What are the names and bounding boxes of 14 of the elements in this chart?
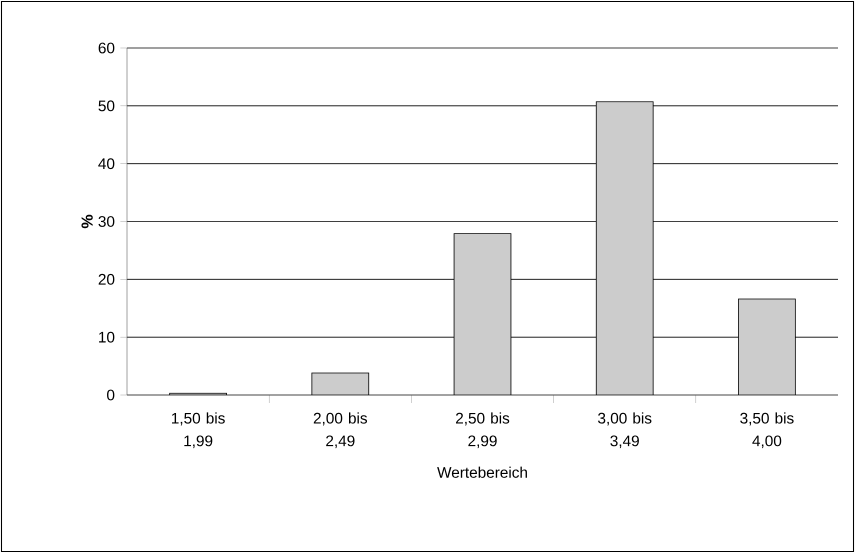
y-tick-label: 40 <box>98 158 114 170</box>
x-tick-label: 3,00 bis 3,49 <box>598 412 652 448</box>
y-tick-label: 10 <box>99 332 114 343</box>
y-tick-label: 0 <box>107 390 114 400</box>
x-tick-label: 3,50 bis 4,00 <box>740 412 794 448</box>
y-tick-label: 30 <box>98 216 114 227</box>
y-tick-label: 20 <box>98 274 114 285</box>
x-tick-label: 1,50 bis 1,99 <box>172 412 225 448</box>
y-tick-label: 60 <box>98 42 114 54</box>
y-axis-title: % <box>82 214 93 228</box>
x-tick-label: 2,50 bis 2,99 <box>456 412 510 448</box>
x-tick-label: 2,00 bis 2,49 <box>314 412 368 448</box>
x-axis-title: Wertebereich <box>437 466 527 478</box>
y-tick-label: 50 <box>98 100 114 112</box>
